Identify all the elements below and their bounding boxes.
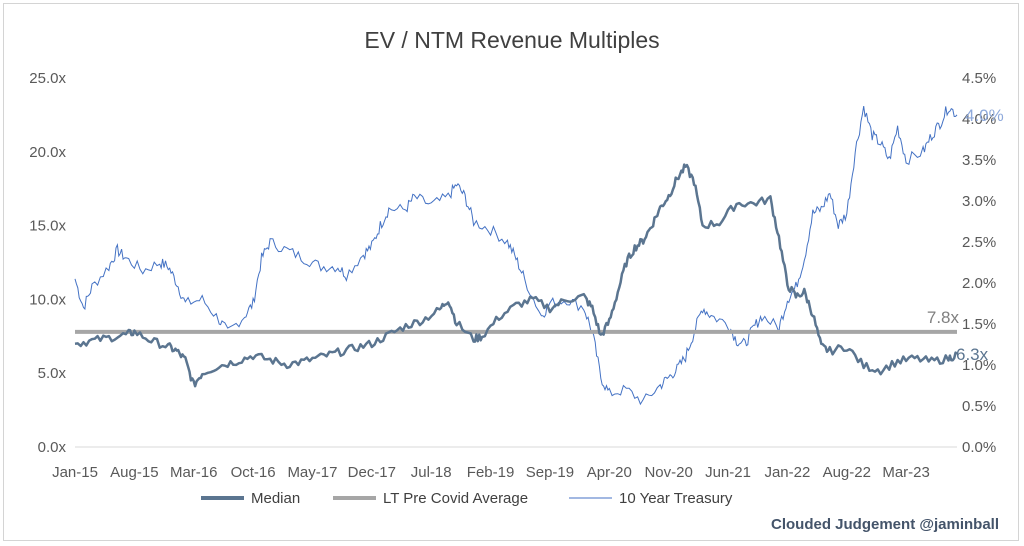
x-tick-label: Nov-20 xyxy=(644,464,692,481)
y-right-tick-label: 2.5% xyxy=(962,234,996,251)
x-tick-label: Dec-17 xyxy=(348,464,396,481)
y-right-tick-label: 0.0% xyxy=(962,439,996,456)
x-tick-label: Jan-15 xyxy=(52,464,98,481)
y-right-tick-label: 4.0% xyxy=(962,111,996,128)
x-tick-label: Aug-15 xyxy=(110,464,158,481)
y-left-tick-label: 25.0x xyxy=(29,70,66,87)
x-tick-label: Sep-19 xyxy=(526,464,574,481)
y-left-tick-label: 20.0x xyxy=(29,144,66,161)
x-tick-label: Mar-16 xyxy=(170,464,218,481)
legend-label-median: Median xyxy=(251,490,300,507)
x-tick-label: Feb-19 xyxy=(467,464,515,481)
y-axis-left: 0.0x 5.0x 10.0x 15.0x 20.0x 25.0x xyxy=(29,70,66,456)
y-left-tick-label: 0.0x xyxy=(38,439,67,456)
x-tick-label: Jan-22 xyxy=(764,464,810,481)
chart-frame: EV / NTM Revenue Multiples 0.0x 5.0x 10.0x… xyxy=(3,3,1019,541)
legend-label-lt-average: LT Pre Covid Average xyxy=(383,490,528,507)
y-right-tick-label: 1.0% xyxy=(962,357,996,374)
y-right-tick-label: 3.5% xyxy=(962,152,996,169)
legend: Median LT Pre Covid Average 10 Year Trea… xyxy=(201,490,733,507)
y-right-tick-label: 1.5% xyxy=(962,316,996,333)
plot-area: 4.0% 7.8x 6.3x xyxy=(74,106,1004,406)
y-right-tick-label: 2.0% xyxy=(962,275,996,292)
x-tick-label: Apr-20 xyxy=(587,464,632,481)
x-tick-label: May-17 xyxy=(287,464,337,481)
chart-canvas: EV / NTM Revenue Multiples 0.0x 5.0x 10.0x… xyxy=(29,27,1004,533)
y-axis-right: 0.0% 0.5% 1.0% 1.5% 2.0% 2.5% 3.0% 3.5% 4.0% 4.5% xyxy=(962,70,996,456)
y-left-tick-label: 15.0x xyxy=(29,218,66,235)
y-right-tick-label: 0.5% xyxy=(962,398,996,415)
y-right-tick-label: 3.0% xyxy=(962,193,996,210)
x-tick-label: Jun-21 xyxy=(705,464,751,481)
x-tick-label: Jul-18 xyxy=(411,464,452,481)
chart-title: EV / NTM Revenue Multiples xyxy=(364,27,659,53)
end-label-lt-average: 7.8x xyxy=(927,308,960,327)
end-label-treasury: 4.0% xyxy=(965,106,1004,125)
x-tick-label: Oct-16 xyxy=(231,464,276,481)
x-tick-label: Mar-23 xyxy=(882,464,930,481)
x-axis: Jan-15 Aug-15 Mar-16 Oct-16 May-17 Dec-17 Jul-… xyxy=(52,464,930,481)
series-line-treasury xyxy=(74,106,958,406)
credit-label: Clouded Judgement @jaminball xyxy=(771,516,999,533)
series-line-median xyxy=(74,163,958,388)
legend-label-treasury: 10 Year Treasury xyxy=(619,490,733,507)
y-left-tick-label: 10.0x xyxy=(29,291,66,308)
y-right-tick-label: 4.5% xyxy=(962,70,996,87)
y-left-tick-label: 5.0x xyxy=(38,365,67,382)
end-label-median: 6.3x xyxy=(956,345,989,364)
x-tick-label: Aug-22 xyxy=(823,464,871,481)
